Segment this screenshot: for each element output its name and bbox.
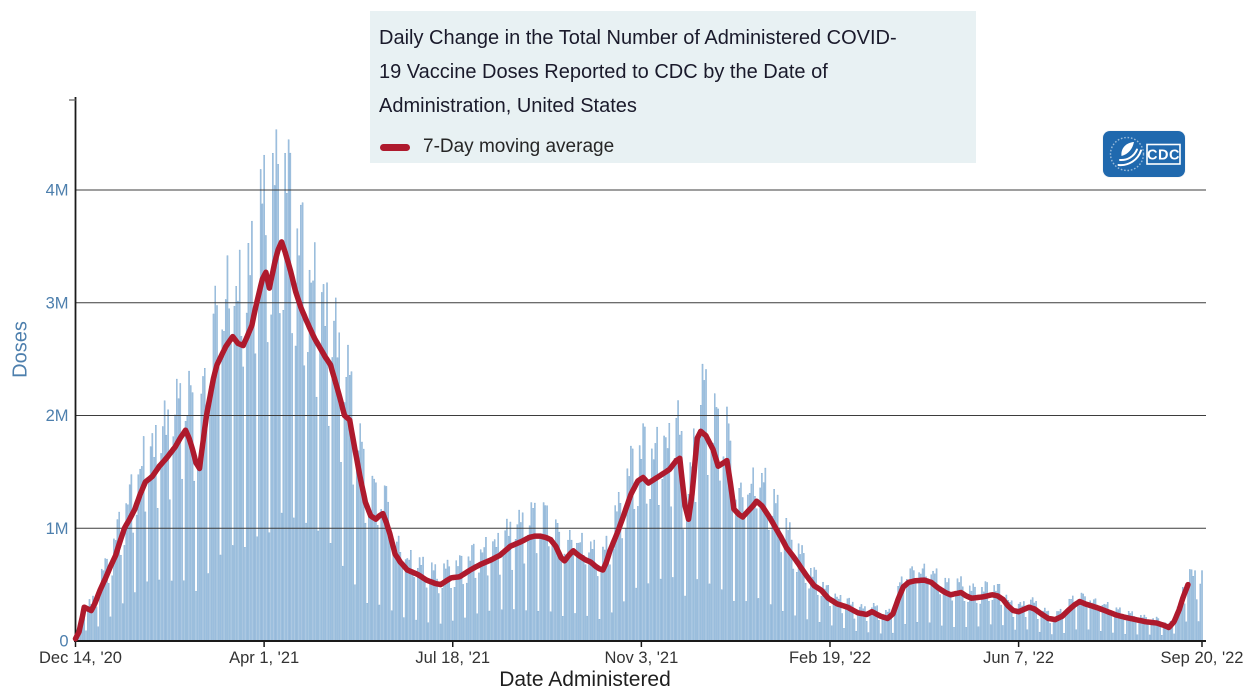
y-axis-title: Doses: [9, 321, 32, 378]
x-tick-label: Feb 19, '22: [789, 649, 871, 667]
bars-series: [74, 129, 1203, 642]
moving-average-legend-swatch: [380, 143, 410, 151]
chart-title-line-3: Administration, United States: [379, 95, 637, 117]
x-tick-label: Apr 1, '21: [229, 649, 299, 667]
y-tick-label: 1M: [46, 520, 69, 538]
x-tick-label: Nov 3, '21: [604, 649, 678, 667]
cdc-text-box: [1146, 143, 1181, 165]
chart-title-line-2: 19 Vaccine Doses Reported to CDC by the …: [379, 61, 828, 83]
hhs-eagle-wing-1: [1119, 148, 1138, 162]
y-tick-label: 2M: [46, 407, 69, 425]
legend: 7-Day moving average: [380, 136, 962, 158]
x-tick-label: Sep 20, '22: [1161, 649, 1244, 667]
moving-average-legend-label: 7-Day moving average: [423, 136, 615, 157]
y-tick-label: 4M: [46, 182, 69, 200]
hhs-seal-ring: [1109, 136, 1145, 172]
x-tick-label: Dec 14, '20: [39, 649, 122, 667]
x-tick-label: Jun 7, '22: [983, 649, 1054, 667]
cdc-logo-graphic: CDC: [1109, 136, 1181, 172]
moving-average-line: [72, 239, 1191, 642]
chart-title-line-1: Daily Change in the Total Number of Admi…: [379, 27, 897, 49]
cdc-logo: CDC: [1103, 131, 1185, 177]
y-tick-label: 0: [59, 633, 68, 651]
x-axis-title: Date Administered: [499, 668, 671, 691]
hhs-eagle-head: [1121, 142, 1134, 156]
cdc-logo-text: CDC: [1147, 148, 1180, 164]
title-box: Daily Change in the Total Number of Admi…: [370, 11, 976, 163]
x-tick-label: Jul 18, '21: [415, 649, 490, 667]
y-tick-label: 3M: [46, 294, 69, 312]
hhs-eagle-wing-2: [1117, 149, 1142, 167]
